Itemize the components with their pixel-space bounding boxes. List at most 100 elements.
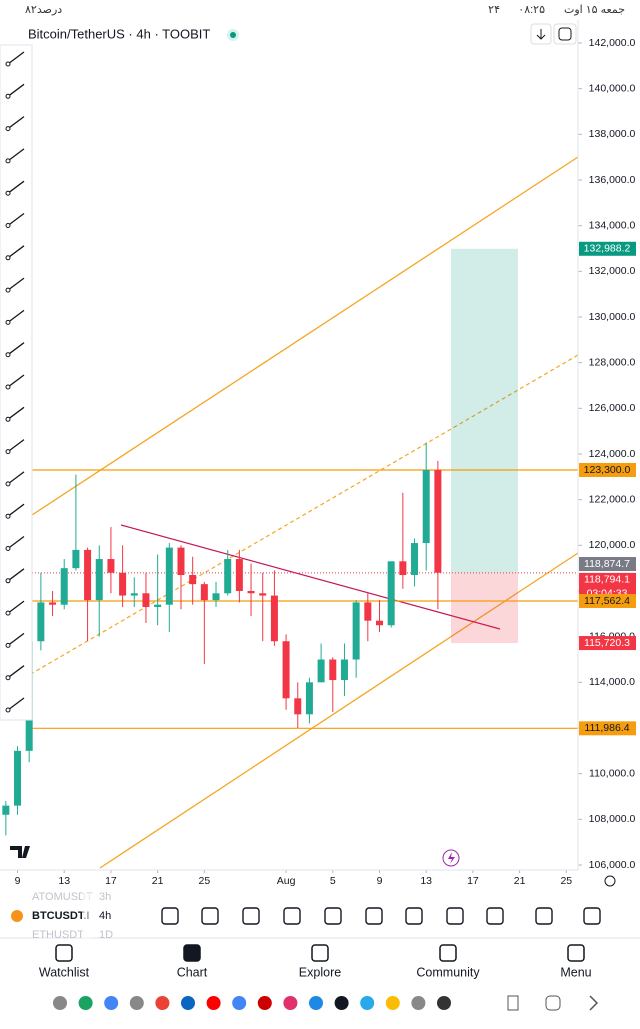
home-btn[interactable]	[545, 995, 561, 1011]
tool-icon-node	[5, 352, 11, 358]
tool-icon[interactable]	[7, 212, 25, 227]
candle-body	[14, 750, 22, 806]
app-icon[interactable]	[437, 996, 451, 1010]
tool-icon[interactable]	[7, 503, 25, 517]
app-icon[interactable]	[309, 996, 323, 1010]
tool-icon-node	[5, 190, 11, 196]
app-icon[interactable]	[257, 996, 272, 1010]
toolbar-button[interactable]	[583, 907, 601, 925]
tool-icon[interactable]	[7, 568, 25, 582]
price-label: 118,874.7	[584, 558, 630, 570]
tool-icon-node	[5, 61, 11, 67]
app-icon[interactable]	[360, 996, 375, 1010]
bottom-toolbar	[0, 893, 640, 938]
nav-label[interactable]: Chart	[177, 965, 208, 979]
toolbar-button[interactable]	[405, 907, 423, 925]
tool-icon-node	[5, 546, 11, 551]
tool-icon-node	[5, 287, 11, 293]
candle-body	[212, 593, 220, 601]
y-tick-label: 132,000.0	[589, 265, 636, 277]
watchlist-symbol: ETHUSDT	[32, 929, 84, 941]
candle-body	[422, 469, 430, 544]
app-icon[interactable]	[78, 996, 93, 1010]
candle-body	[247, 591, 255, 594]
app-icon[interactable]	[53, 996, 67, 1010]
back-btn[interactable]	[589, 995, 599, 1011]
watchlist-interval: 4h	[99, 910, 111, 922]
app-icon[interactable]	[206, 996, 221, 1010]
tool-icon[interactable]	[7, 665, 25, 679]
nav-icon[interactable]	[183, 944, 201, 962]
x-tick-label: 25	[560, 875, 572, 887]
app-icon[interactable]	[155, 996, 170, 1010]
app-icon[interactable]	[129, 996, 144, 1010]
app-icon[interactable]	[104, 996, 119, 1010]
app-icon[interactable]	[334, 996, 349, 1010]
toolbar-button[interactable]	[446, 907, 464, 925]
tool-icon[interactable]	[7, 600, 25, 614]
tool-icon[interactable]	[7, 535, 25, 550]
price-label-bg	[579, 557, 636, 572]
symbol-title: Bitcoin/TetherUS · 4h · TOOBIT	[28, 26, 210, 41]
tool-icon[interactable]	[7, 471, 25, 485]
candle-body	[399, 561, 407, 576]
tool-icon[interactable]	[7, 406, 25, 420]
tool-icon-node	[5, 675, 11, 681]
drawing-toolbar	[0, 44, 33, 721]
tool-icon[interactable]	[7, 374, 25, 388]
nav-icon[interactable]	[567, 944, 585, 962]
fullscreen-btn[interactable]	[553, 23, 577, 45]
settings-icon[interactable]	[604, 875, 616, 887]
nav-label[interactable]: Menu	[560, 965, 591, 979]
app-icon[interactable]	[232, 996, 247, 1010]
toolbar-button[interactable]	[242, 907, 260, 925]
toolbar-button[interactable]	[365, 907, 383, 925]
candle-body	[107, 559, 115, 573]
candle-body	[72, 549, 80, 569]
tool-icon[interactable]	[7, 632, 25, 646]
tool-icon-node	[5, 481, 11, 487]
price-label: 117,562.4	[584, 595, 630, 607]
candle-body	[165, 547, 173, 605]
trend-line	[120, 524, 501, 630]
fullscreen-icon	[558, 27, 572, 41]
tool-icon[interactable]	[7, 309, 25, 323]
tool-icon[interactable]	[7, 245, 25, 259]
tool-icon[interactable]	[7, 697, 25, 711]
app-icon[interactable]	[181, 996, 195, 1010]
tool-icon-node	[5, 255, 11, 261]
nav-label[interactable]: Watchlist	[39, 965, 90, 979]
watchlist-strip[interactable]: ATOMUSDT 3h BTCUSDT.I 4h ETHUSDT 1D	[11, 891, 113, 941]
app-icon[interactable]	[283, 996, 298, 1010]
toolbar-button[interactable]	[283, 907, 301, 925]
y-tick-label: 110,000.0	[589, 767, 635, 779]
toolbar-button[interactable]	[486, 907, 504, 925]
nav-icon[interactable]	[439, 944, 457, 962]
nav-label[interactable]: Community	[416, 965, 480, 979]
tool-icon[interactable]	[7, 83, 25, 97]
nav-icon[interactable]	[55, 944, 73, 962]
candle-body	[294, 698, 302, 715]
toolbar-button[interactable]	[324, 907, 342, 925]
tool-icon[interactable]	[7, 148, 25, 162]
tool-icon[interactable]	[7, 439, 25, 453]
tool-icon[interactable]	[7, 51, 25, 65]
toolbar-button[interactable]	[161, 907, 179, 925]
x-tick-label: 13	[420, 875, 432, 887]
tool-icon[interactable]	[7, 342, 25, 356]
tool-icon[interactable]	[7, 116, 25, 130]
tool-icon-node	[5, 319, 11, 325]
nav-label[interactable]: Explore	[299, 965, 341, 979]
tool-icon[interactable]	[7, 277, 25, 291]
tool-icon[interactable]	[7, 180, 25, 194]
candle-body	[200, 584, 208, 601]
channel-upper	[31, 156, 579, 516]
toolbar-button[interactable]	[201, 907, 219, 925]
toolbar-button[interactable]	[535, 907, 553, 925]
app-icon[interactable]	[411, 996, 426, 1010]
nav-icon[interactable]	[311, 944, 329, 962]
recents-btn[interactable]	[507, 995, 519, 1011]
app-icon[interactable]	[385, 996, 400, 1010]
tool-icon-node	[5, 642, 11, 648]
